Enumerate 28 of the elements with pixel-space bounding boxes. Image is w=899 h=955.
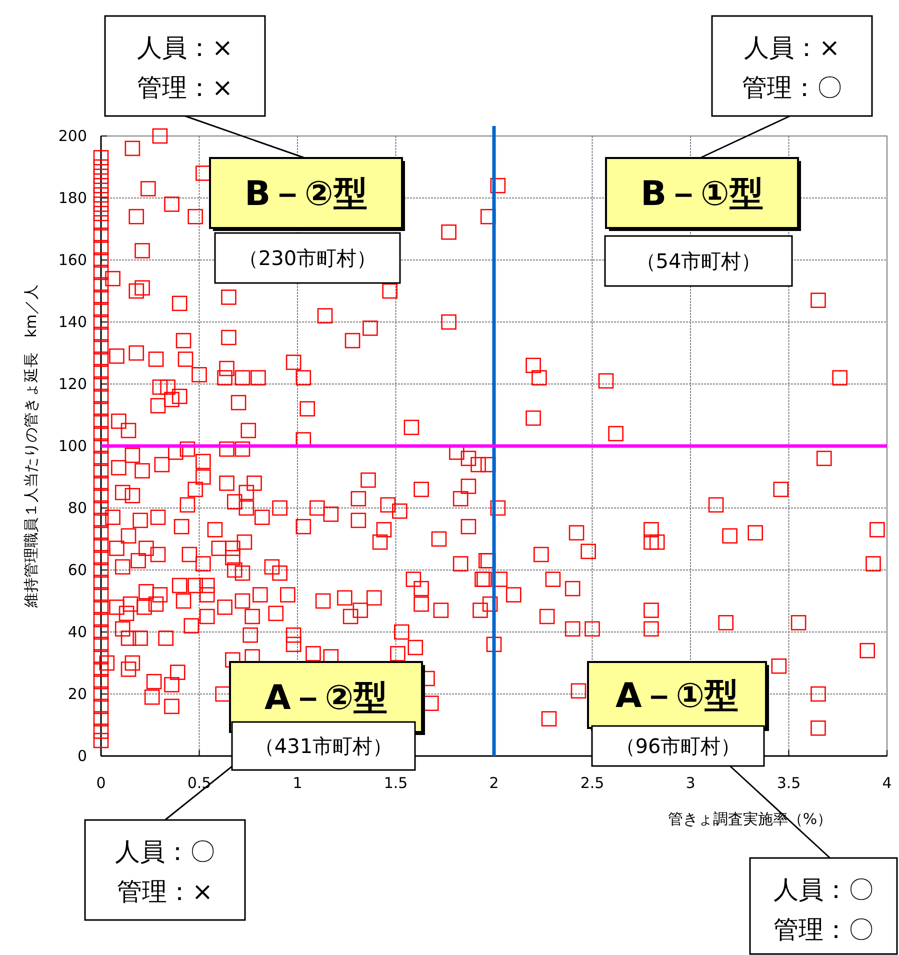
y-tick-label: 80 (68, 499, 87, 517)
y-tick-label: 160 (58, 251, 87, 269)
annotation: B－①型 (640, 174, 764, 214)
y-tick-label: 180 (58, 189, 87, 207)
annotation: （54市町村） (636, 249, 762, 273)
y-tick-label: 100 (58, 437, 87, 455)
y-tick-label: 200 (58, 127, 87, 145)
annotation: B－②型 (244, 174, 368, 214)
x-tick-label: 0 (96, 774, 106, 792)
y-tick-label: 40 (68, 623, 87, 641)
x-tick-label: 2.5 (580, 774, 604, 792)
annotation: （96市町村） (615, 734, 741, 758)
x-tick-label: 4 (882, 774, 892, 792)
y-tick-label: 20 (68, 685, 87, 703)
annotation: A－①型 (615, 676, 739, 716)
annotation: A－②型 (264, 678, 388, 718)
y-tick-label: 0 (77, 747, 87, 765)
x-tick-label: 1 (292, 774, 302, 792)
y-axis-title: 維持管理職員１人当たりの管きょ延長 km／人 (22, 284, 40, 609)
annotation: （230市町村） (238, 246, 377, 270)
x-tick-label: 2 (489, 774, 499, 792)
y-tick-label: 140 (58, 313, 87, 331)
x-tick-label: 3 (686, 774, 696, 792)
y-tick-label: 120 (58, 375, 87, 393)
x-tick-label: 3.5 (776, 774, 801, 792)
annotation: （431市町村） (254, 734, 393, 758)
x-tick-label: 1.5 (384, 774, 408, 792)
y-tick-label: 60 (68, 561, 87, 579)
